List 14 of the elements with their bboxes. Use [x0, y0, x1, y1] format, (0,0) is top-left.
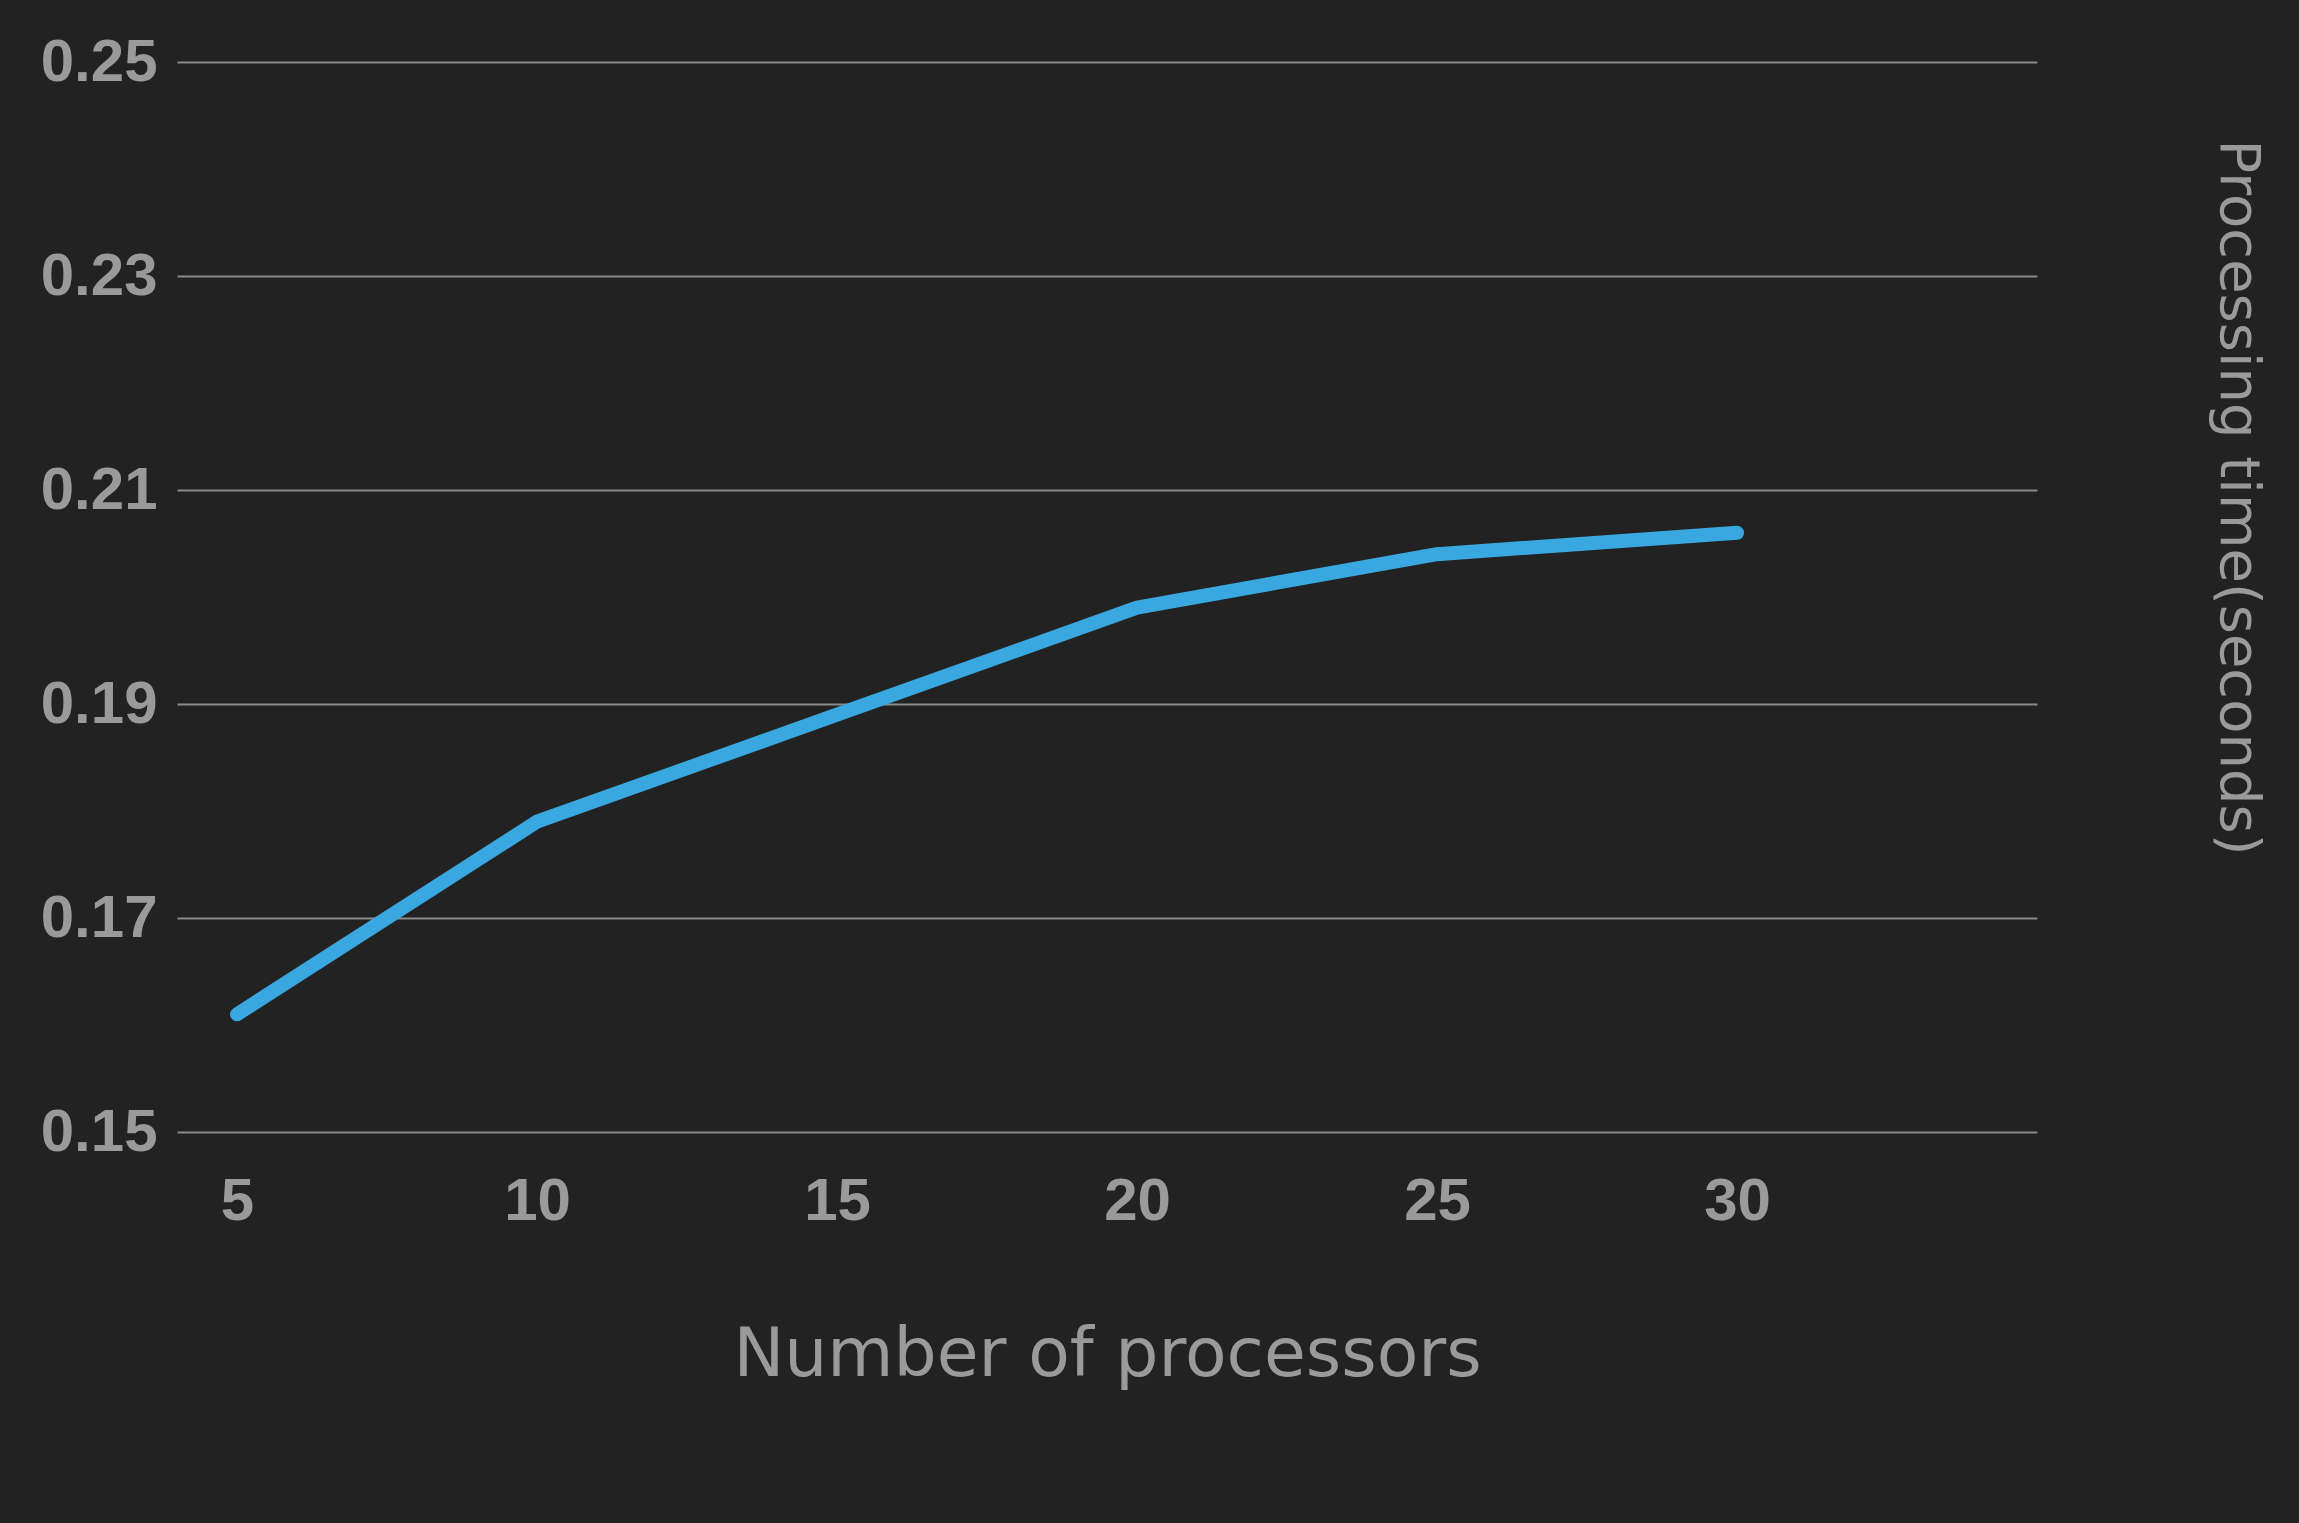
x-tick-label: 5 [220, 1165, 255, 1233]
x-tick-label: 25 [1404, 1165, 1471, 1233]
x-tick-label: 10 [504, 1165, 571, 1233]
y-tick-label: 0.17 [40, 882, 158, 950]
x-tick-label: 15 [804, 1165, 871, 1233]
x-tick-label: 20 [1104, 1165, 1171, 1233]
x-tick-label: 30 [1704, 1165, 1771, 1233]
y-axis-title: Processing time(seconds) [2207, 139, 2273, 856]
y-tick-label: 0.19 [40, 668, 158, 736]
y-tick-label: 0.15 [40, 1096, 158, 1164]
x-axis-title: Number of processors [733, 1312, 1482, 1392]
y-tick-label: 0.25 [40, 26, 158, 94]
y-tick-label: 0.21 [40, 454, 158, 522]
y-tick-label: 0.23 [40, 240, 158, 308]
